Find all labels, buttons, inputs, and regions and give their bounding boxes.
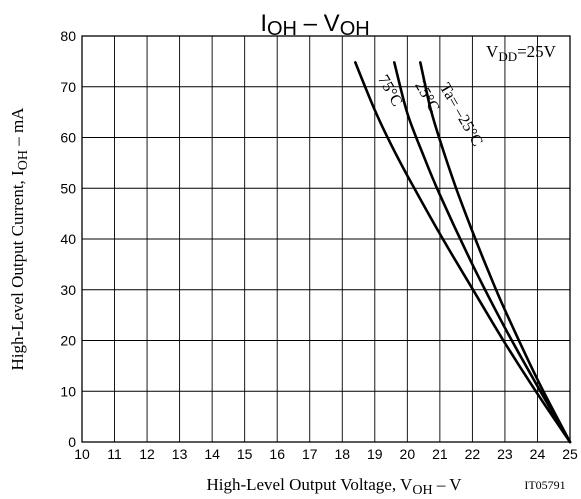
chart-title: IOH – VOH [260,10,369,40]
x-tick-label: 18 [334,446,350,462]
axis-ticks: 10 11 12 13 14 15 16 17 18 19 20 21 22 23 24 2501020304… [60,28,578,462]
series-line-0 [354,61,572,444]
series-line-2 [419,61,572,444]
x-tick-label: 23 [497,446,513,462]
y-tick-label: 60 [60,130,76,146]
x-tick-label: 19 [367,446,383,462]
series-line-1 [393,61,572,444]
y-tick-label: 0 [68,434,76,450]
y-tick-label: 70 [60,79,76,95]
x-tick-label: 24 [530,446,546,462]
y-tick-label: 20 [60,333,76,349]
y-tick-label: 30 [60,282,76,298]
x-axis-label: High-Level Output Voltage, VOH – V [206,475,462,498]
grid [82,36,570,442]
x-tick-label: 13 [172,446,188,462]
y-tick-label: 50 [60,180,76,196]
x-tick-label: 20 [400,446,416,462]
x-tick-label: 25 [562,446,578,462]
x-tick-label: 17 [302,446,318,462]
x-tick-label: 16 [269,446,285,462]
x-tick-label: 14 [204,446,220,462]
x-tick-label: 22 [465,446,481,462]
figure-code: IT05791 [524,478,565,492]
y-tick-label: 80 [60,28,76,44]
x-tick-label: 11 [107,446,122,462]
y-tick-label: 40 [60,231,76,247]
y-tick-label: 10 [60,383,76,399]
x-tick-label: 21 [432,446,448,462]
x-tick-label: 12 [139,446,155,462]
y-axis-label: High-Level Output Current, IOH – mA [8,107,31,371]
series-group [354,61,572,444]
x-tick-label: 15 [237,446,253,462]
x-tick-label: 10 [74,446,90,462]
condition-label: VDD=25V [486,42,557,64]
